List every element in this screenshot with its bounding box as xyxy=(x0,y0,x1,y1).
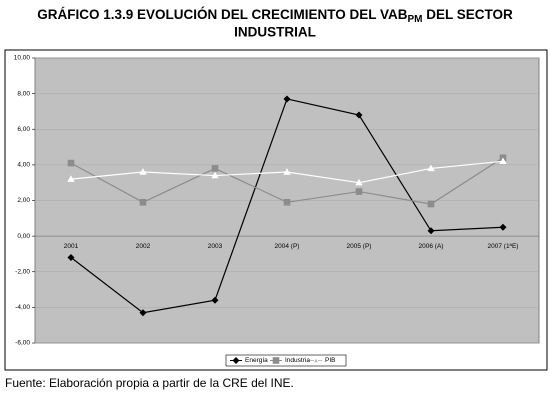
legend-label: Energía xyxy=(245,357,268,364)
marker xyxy=(427,227,435,235)
marker xyxy=(499,157,507,165)
y-tick-label: -4,00 xyxy=(15,304,30,311)
y-tick-label: 0,00 xyxy=(17,233,30,240)
marker xyxy=(67,253,75,262)
x-tick-label: 2006 (A) xyxy=(419,243,444,250)
title-part: GRÁFICO 1.3.9 EVOLUCIÓN DEL CRECIMIENTO … xyxy=(37,7,408,22)
y-tick-label: 4,00 xyxy=(17,162,30,169)
marker xyxy=(211,296,219,304)
legend-marker xyxy=(232,356,240,365)
x-tick-label: 2004 (P) xyxy=(275,243,300,250)
y-tick-label: 6,00 xyxy=(17,126,30,133)
legend-label: PIB xyxy=(325,357,335,364)
x-tick-label: 2002 xyxy=(136,243,151,250)
y-tick-label: -2,00 xyxy=(15,268,30,275)
source: Fuente: Elaboración propia a partir de l… xyxy=(5,376,294,390)
y-tick-label: 2,00 xyxy=(17,197,30,204)
legend-label: Industria xyxy=(285,357,310,364)
marker xyxy=(355,111,363,119)
marker xyxy=(283,168,291,175)
y-tick-label: -6,00 xyxy=(15,340,30,347)
legend-box xyxy=(225,354,347,367)
title-subscript: PM xyxy=(408,14,423,25)
title-part: DEL SECTOR xyxy=(423,7,514,22)
marker xyxy=(283,198,291,206)
x-tick-label: 2005 (P) xyxy=(347,243,372,250)
marker xyxy=(283,95,291,103)
x-tick-label: 2007 (1ªE) xyxy=(488,243,519,250)
chart-title: GRÁFICO 1.3.9 EVOLUCIÓN DEL CRECIMIENTO … xyxy=(37,7,513,25)
marker xyxy=(427,200,435,208)
marker xyxy=(355,178,363,186)
x-tick-label: 2001 xyxy=(64,243,79,250)
marker xyxy=(427,164,435,172)
marker xyxy=(499,223,507,231)
chart-title: INDUSTRIAL xyxy=(234,25,316,40)
x-tick-label: 2003 xyxy=(208,243,223,250)
marker xyxy=(67,159,75,167)
y-tick-label: 8,00 xyxy=(17,90,30,97)
marker xyxy=(211,165,219,172)
marker xyxy=(355,188,363,195)
y-tick-label: 10,00 xyxy=(14,55,31,62)
marker xyxy=(139,309,147,317)
legend-marker xyxy=(272,357,280,364)
legend-marker xyxy=(312,356,320,364)
marker xyxy=(139,168,147,175)
marker xyxy=(211,171,219,179)
marker xyxy=(139,198,147,206)
marker xyxy=(67,175,75,182)
